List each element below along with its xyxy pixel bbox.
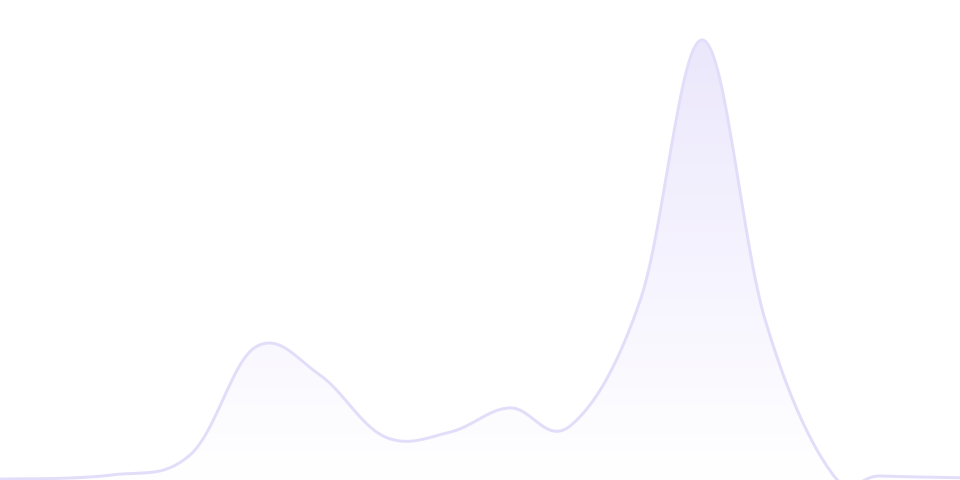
series-line: [0, 38, 960, 480]
area-fill: [0, 39, 960, 480]
